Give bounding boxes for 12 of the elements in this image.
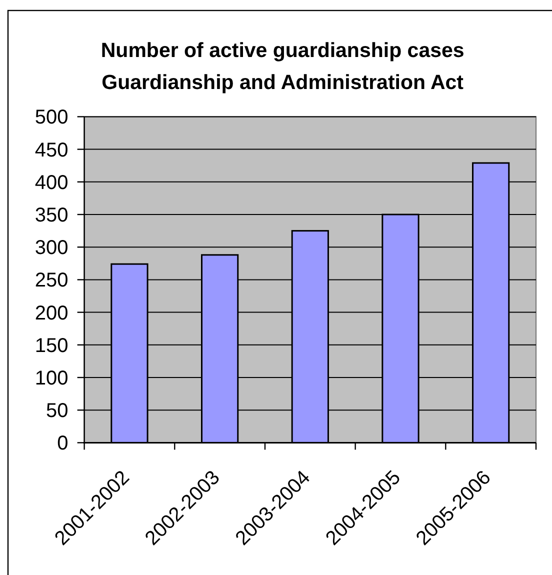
y-tick-label: 250 <box>34 270 68 292</box>
y-tick-label: 450 <box>34 139 68 162</box>
y-tick-label: 500 <box>34 106 68 129</box>
y-tick-label: 150 <box>34 334 68 357</box>
chart-title: Number of active guardianship cases Guardianship and Administration Act <box>100 39 464 94</box>
y-tick-label: 50 <box>46 400 68 422</box>
y-tick-label: 400 <box>34 172 68 194</box>
y-tick-label: 0 <box>57 432 68 455</box>
y-tick-label: 300 <box>34 237 68 260</box>
y-tick-label: 100 <box>34 368 68 390</box>
y-tick-label: 350 <box>34 204 68 226</box>
y-tick-label: 200 <box>34 302 68 324</box>
